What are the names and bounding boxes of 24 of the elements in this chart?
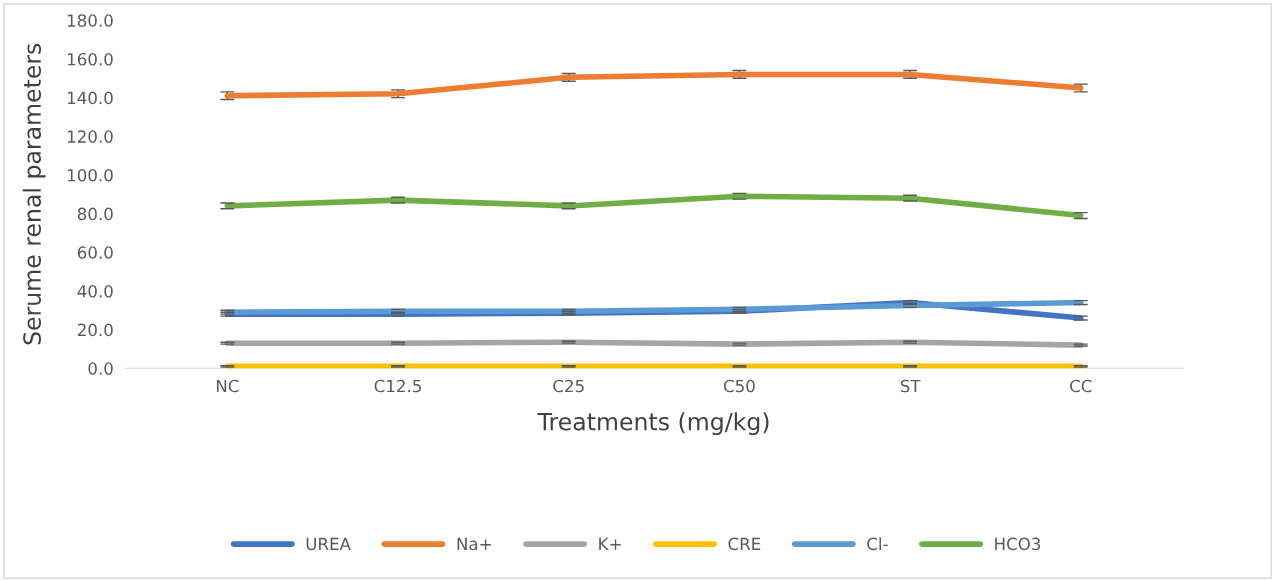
y-tick-label: 100.0	[67, 168, 113, 182]
y-tick-label: 20.0	[77, 323, 113, 337]
x-axis-title: Treatments (mg/kg)	[537, 412, 769, 436]
x-tick-label: CC	[1070, 379, 1092, 393]
x-tick-label: NC	[216, 379, 239, 393]
legend-label: HCO3	[995, 537, 1041, 551]
legend-label: Na+	[457, 537, 491, 551]
y-tick-label: 140.0	[67, 91, 113, 105]
y-tick-label: 120.0	[67, 130, 113, 143]
x-tick-label: C12.5	[374, 379, 421, 393]
x-tick-label: C25	[553, 379, 584, 393]
y-tick-label: 160.0	[67, 52, 113, 66]
x-tick-label: C50	[723, 379, 755, 393]
y-tick-label: 180.0	[67, 14, 113, 27]
legend-label: CRE	[728, 537, 761, 551]
legend-label: Cl-	[867, 537, 888, 551]
y-tick-label: 40.0	[77, 284, 113, 298]
y-axis-title: Serume renal parameters	[22, 43, 46, 345]
legend-label: K+	[599, 537, 621, 550]
x-tick-label: ST	[900, 379, 921, 393]
legend-label: UREA	[306, 537, 351, 551]
y-tick-label: 0.0	[88, 362, 113, 375]
y-tick-label: 60.0	[77, 246, 113, 259]
y-tick-label: 80.0	[77, 207, 113, 221]
